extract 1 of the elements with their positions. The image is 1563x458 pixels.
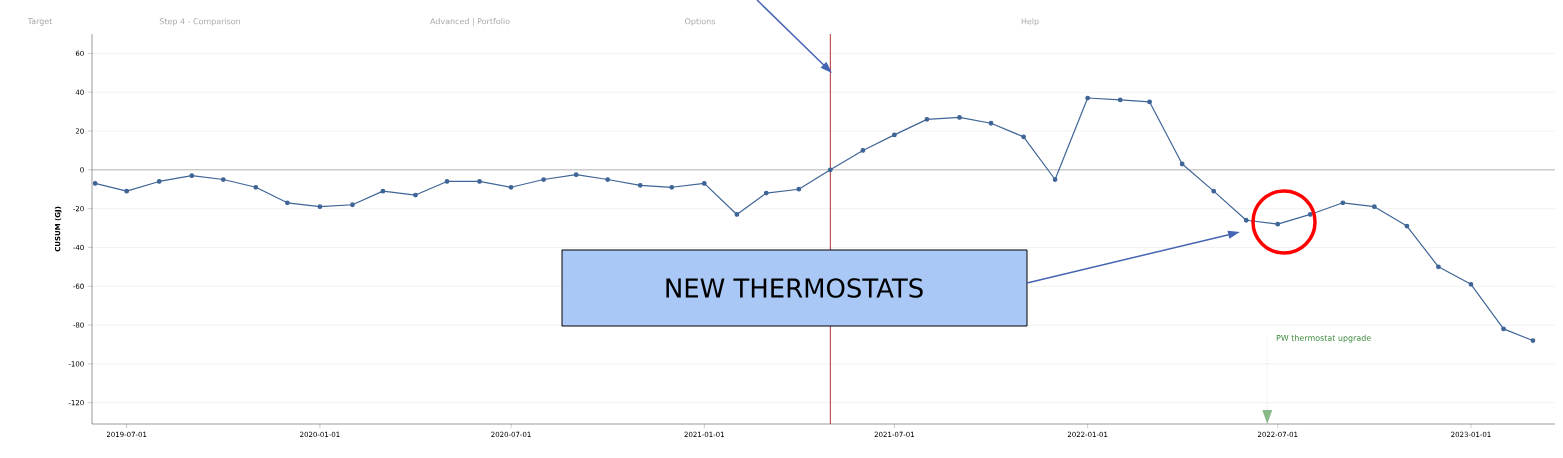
annotation: NEW THERMOSTATS: [666, 278, 923, 298]
